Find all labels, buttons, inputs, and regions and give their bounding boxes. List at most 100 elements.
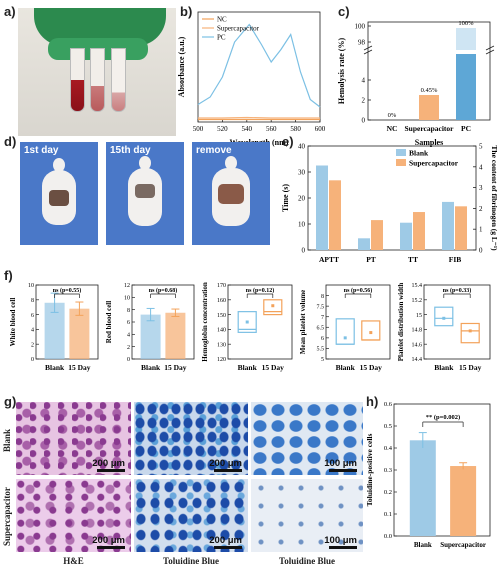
b-ylabel: Absorbance (a.u.) bbox=[177, 36, 186, 97]
b-xtick-label: 500 bbox=[193, 125, 204, 133]
c-data-label: 100% bbox=[458, 20, 474, 27]
f-ytick-label: 130 bbox=[217, 342, 226, 348]
f-xtick-label: 15 Day bbox=[459, 363, 482, 372]
f-ytick-label: 15 bbox=[416, 313, 422, 319]
b-xtick-label: 600 bbox=[315, 125, 326, 133]
platelet-volume-chart: 5 5.5 6 6.5 7 7.5 8 ns (p=0.56) Blank 15 Day Mean … bbox=[299, 284, 391, 372]
mouse-photo-day1: 1st day bbox=[20, 142, 98, 245]
f-box bbox=[361, 320, 381, 341]
f-ytick-label: 170 bbox=[217, 283, 226, 289]
panel-label-e: e) bbox=[282, 134, 294, 149]
e-bar-supercapacitor bbox=[329, 180, 341, 250]
panel-label-f: f) bbox=[4, 268, 13, 283]
e-xtick-label: APTT bbox=[319, 255, 339, 264]
f-ytick-label: 14.6 bbox=[412, 342, 423, 348]
e-xtick-label: PT bbox=[366, 255, 376, 264]
b-xtick-label: 520 bbox=[217, 125, 228, 133]
e-bar-blank bbox=[442, 201, 454, 250]
panel-label-c: c) bbox=[338, 4, 350, 19]
f-ytick-label: 10 bbox=[28, 283, 34, 289]
f-ytick-label: 120 bbox=[217, 357, 226, 363]
h-xtick-label: Supercapacitor bbox=[440, 541, 486, 549]
hemoglobin-chart: 120 130 140 150 160 170 ns (p=0.12) Blank 15 Day… bbox=[201, 282, 293, 372]
histology-he-supercap: 200 μm bbox=[16, 479, 131, 552]
e-ytick-label: 30 bbox=[298, 169, 306, 177]
e-ytick-label: 10 bbox=[298, 221, 306, 229]
scale-label: 200 μm bbox=[92, 458, 125, 469]
scale-bar bbox=[97, 546, 125, 549]
e-y2tick-label: 0 bbox=[479, 247, 483, 255]
g-col-label-3: Toluidine Blue bbox=[279, 556, 335, 566]
b-series-line-supercapacitor bbox=[198, 116, 320, 119]
f-ytick-label: 150 bbox=[217, 313, 226, 319]
f-box-mean bbox=[369, 331, 373, 335]
f-box bbox=[335, 318, 355, 345]
f-ytick-label: 8 bbox=[321, 294, 324, 300]
f-axes-frame bbox=[325, 284, 391, 360]
toluidine-cells-chart: 0.0 0.1 0.2 0.3 0.4 0.5 0.6 ** (p=0.002) Blank Su… bbox=[365, 401, 491, 549]
e-xtick-label: TT bbox=[408, 255, 418, 264]
tubes-photo bbox=[18, 8, 176, 136]
f-ytick-label: 5.5 bbox=[317, 347, 325, 353]
f-ytick-label: 15.4 bbox=[412, 283, 423, 289]
mouse-photo-remove: remove bbox=[192, 142, 270, 245]
f-ylabel: Red blood cell bbox=[105, 301, 113, 343]
h-ytick-label: 0.3 bbox=[384, 467, 392, 474]
c-data-label: 0% bbox=[388, 112, 397, 119]
f-ytick-label: 12 bbox=[124, 283, 130, 289]
scale-bar bbox=[214, 469, 242, 472]
f-axes-frame bbox=[35, 284, 99, 360]
photo-caption-day15: 15th day bbox=[110, 145, 151, 156]
c-xtick-label: NC bbox=[387, 124, 398, 133]
panel-label-b: b) bbox=[180, 4, 193, 19]
f-bar bbox=[69, 308, 90, 359]
f-xtick-label: Blank bbox=[336, 363, 356, 372]
f-ytick-label: 8 bbox=[31, 298, 34, 304]
f-box bbox=[460, 322, 480, 344]
f-xtick-label: Blank bbox=[45, 363, 65, 372]
f-box-mean bbox=[343, 336, 347, 340]
e-legend-swatch bbox=[396, 149, 406, 156]
scale-bar bbox=[97, 469, 125, 472]
f-ytick-label: 160 bbox=[217, 298, 226, 304]
c-ytick-label: 98 bbox=[358, 39, 366, 47]
e-ytick-label: 40 bbox=[298, 143, 306, 151]
e-ytick-label: 20 bbox=[298, 195, 306, 203]
h-ytick-label: 0.5 bbox=[384, 423, 392, 430]
scale-label: 100 μm bbox=[324, 458, 357, 469]
b-legend-label: Supercapacitor bbox=[217, 25, 260, 33]
c-xtick-label: PC bbox=[461, 124, 471, 133]
b-xtick-label: 580 bbox=[290, 125, 301, 133]
f-xtick-label: Blank bbox=[141, 363, 161, 372]
g-col-label-2: Toluidine Blue bbox=[163, 556, 219, 566]
f-sig-annotation: ns (p=0.33) bbox=[443, 287, 471, 294]
h-ytick-label: 0.6 bbox=[384, 401, 393, 408]
h-bar bbox=[450, 466, 477, 536]
panel-label-g: g) bbox=[4, 394, 17, 409]
c-xtick-label: Supercapacitor bbox=[404, 124, 454, 133]
f-xtick-label: 15 Day bbox=[68, 363, 91, 372]
b-xtick-label: 560 bbox=[266, 125, 277, 133]
scale-label: 200 μm bbox=[209, 458, 242, 469]
c-bar-1 bbox=[419, 95, 439, 120]
f-ylabel: White blood cell bbox=[9, 298, 17, 347]
histology-tb-supercap-2: 100 μm bbox=[251, 479, 363, 552]
e-legend-label: Blank bbox=[409, 149, 429, 158]
b-legend-label: PC bbox=[217, 34, 226, 42]
hemolysis-chart: 0 2 4 98 100 0% NC 0.45% Supercapacitor 100% PC S… bbox=[337, 20, 495, 147]
f-bar bbox=[44, 302, 65, 359]
f-ytick-label: 6 bbox=[127, 320, 130, 326]
f-ytick-label: 5 bbox=[321, 357, 324, 363]
scale-label: 100 μm bbox=[324, 535, 357, 546]
photo-caption-remove: remove bbox=[196, 145, 232, 156]
f-xtick-label: Blank bbox=[238, 363, 258, 372]
f-xtick-label: 15 Day bbox=[360, 363, 383, 372]
f-box bbox=[237, 311, 257, 333]
white-blood-cell-chart: 0 2 4 6 8 10 ns (p=0.55) Blank 15 Day White blood… bbox=[9, 283, 99, 372]
f-axes-frame bbox=[423, 284, 491, 360]
scale-label: 200 μm bbox=[209, 535, 242, 546]
f-ytick-label: 0 bbox=[31, 357, 34, 363]
f-ylabel: Mean platelet volume bbox=[299, 290, 307, 355]
red-blood-cell-chart: 0 2 4 6 8 10 12 ns (p=0.68) Blank 15 Day Red blood… bbox=[105, 283, 195, 372]
